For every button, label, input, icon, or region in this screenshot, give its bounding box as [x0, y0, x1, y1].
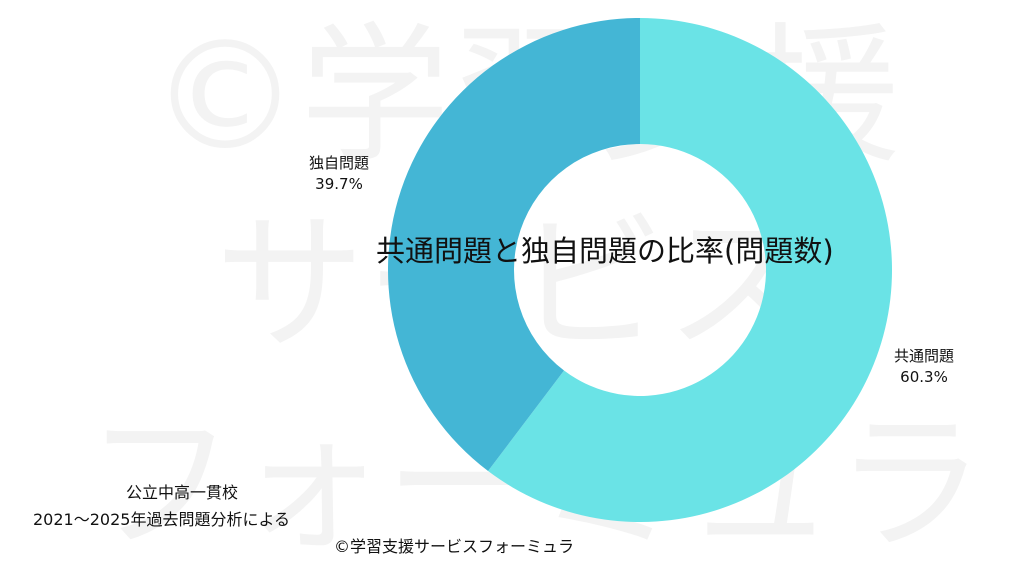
slice-percent: 39.7% [315, 175, 363, 193]
slice-label-kyotsu: 共通問題 60.3% [894, 346, 954, 388]
note-line-2: 2021〜2025年過去問題分析による [33, 510, 290, 529]
note-line-1: 公立中高一貫校 [126, 483, 239, 502]
donut-slice-kyotsu [488, 18, 892, 522]
credit-text: ©学習支援サービスフォーミュラ [334, 537, 575, 556]
slice-name: 独自問題 [309, 154, 370, 172]
slice-name: 共通問題 [894, 347, 955, 365]
slice-label-dokuji: 独自問題 39.7% [309, 153, 369, 195]
donut-slice-dokuji [387, 18, 640, 472]
chart-title: 共通問題と独自問題の比率(問題数) [376, 234, 834, 268]
slice-percent: 60.3% [900, 368, 948, 386]
